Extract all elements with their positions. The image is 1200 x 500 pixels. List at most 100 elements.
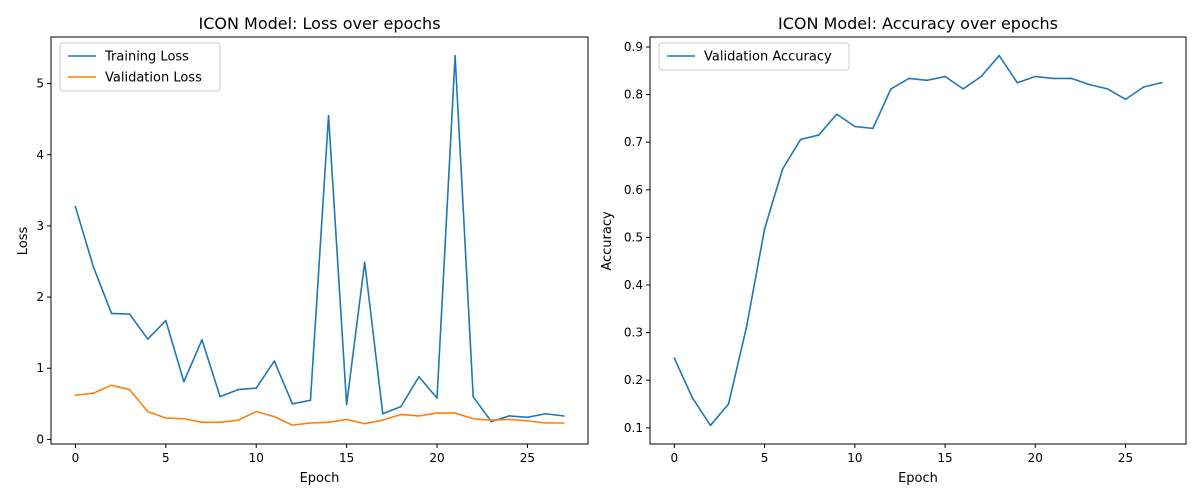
loss-chart-legend-label-validation-loss: Validation Loss [105,71,202,86]
accuracy-chart-y-tick-label: 0.9 [624,40,643,54]
accuracy-chart-series-validation-accuracy-point [962,88,964,90]
accuracy-chart-y-tick-label: 0.7 [624,135,643,149]
loss-chart-series-training-loss-point [92,266,95,268]
loss-chart-series-training-loss-point [201,338,203,341]
loss-chart-series-validation-loss-point [110,384,113,387]
accuracy-chart-series-validation-accuracy-point [709,424,712,427]
loss-chart-legend: Training Loss Validation Loss [59,42,221,92]
accuracy-chart-legend-box [658,42,850,71]
loss-chart-series-training-loss-point [544,412,547,415]
loss-chart-series-validation-loss-point [183,417,185,420]
loss-chart-series-training-loss-point [472,395,474,398]
loss-chart-series-training-loss-point [526,416,529,419]
loss-chart-series-validation-loss-point [92,392,95,394]
accuracy-chart-series-validation-accuracy-point [817,134,820,136]
accuracy-chart-series-validation-accuracy-point [1142,86,1145,88]
loss-chart-series-training-loss-point [436,397,438,399]
loss-chart-series-validation-loss-point [526,420,529,422]
loss-chart-y-tick-label: 3 [36,219,44,233]
accuracy-chart-axes-frame [649,36,1187,445]
loss-chart-series-training-loss-point [363,261,366,264]
accuracy-chart-series-validation-accuracy-point [1070,77,1073,80]
loss-chart-series-training-loss-point [219,395,221,398]
loss-chart-series-validation-loss-point [345,418,348,421]
loss-chart-series-validation-loss-point [74,394,77,397]
loss-chart-marks: 0 5 10 15 20 25 0 1 2 3 4 5 [36,36,589,465]
accuracy-chart-series-validation-accuracy-point [781,168,784,170]
accuracy-chart-series-validation-accuracy-line [673,54,1163,427]
accuracy-chart-series-validation-accuracy-point [854,125,856,128]
accuracy-chart-series-validation-accuracy-point [980,75,982,78]
accuracy-chart-series-validation-accuracy-point [1016,81,1019,84]
accuracy-chart-legend-label-validation-accuracy: Validation Accuracy [704,50,832,65]
loss-chart-series-validation-loss-point [562,422,565,424]
loss-chart-y-tick-label: 0 [36,432,44,446]
loss-chart-series-validation-loss-point [273,415,276,418]
loss-chart-series-training-loss-point [183,380,185,383]
accuracy-chart-series-validation-accuracy-point [673,357,676,360]
accuracy-chart-y-tick-label: 0.4 [624,278,643,292]
loss-chart-ylabel: Loss [16,227,31,256]
loss-chart-series-training-loss-point [128,313,131,315]
loss-chart-series-training-loss-point [327,114,330,117]
loss-chart-series-validation-loss-point [201,421,203,424]
loss-chart-series-training-loss-point [165,319,167,322]
accuracy-chart: ICON Model: Accuracy over epochs Epoch A… [600,14,1187,486]
loss-chart-series-validation-loss-point [327,421,330,424]
accuracy-chart-series-validation-accuracy-point [763,228,766,230]
loss-chart-series-training-loss-point [562,415,565,417]
accuracy-chart-x-tick-label: 0 [671,451,679,465]
loss-chart-series-training-loss-point [237,388,239,391]
loss-chart-y-tick-label: 5 [36,77,44,91]
accuracy-chart-series-validation-accuracy-point [998,54,1001,57]
loss-chart-x-tick-label: 20 [429,451,444,465]
loss-chart-axes-frame [50,36,589,445]
loss-chart-series-validation-loss-point [472,417,474,420]
loss-chart-legend-box [59,42,221,92]
accuracy-chart-series-validation-accuracy-point [1124,98,1127,101]
loss-chart-x-tick-label: 10 [249,451,264,465]
accuracy-chart-series-validation-accuracy-point [745,326,748,328]
loss-chart-series-training-loss-point [490,420,493,423]
accuracy-chart-y-tick-label: 0.6 [624,183,643,197]
loss-chart-series-training-loss-point [273,360,276,362]
loss-chart-series-validation-loss-point [454,412,456,414]
loss-chart-series-training-loss-point [418,375,420,378]
loss-chart-series-training-loss-point [291,402,294,405]
loss-chart-series-validation-loss-point [237,419,239,421]
accuracy-chart-series-validation-accuracy-point [1106,88,1109,90]
accuracy-chart-ylabel: Accuracy [600,211,615,271]
accuracy-chart-y-tick-label: 0.8 [624,88,643,102]
loss-chart-series-training-loss-point [110,312,113,315]
loss-chart-y-tick-label: 1 [36,361,44,375]
loss-chart-series-training-loss-point [454,55,456,57]
loss-chart-series-validation-loss-line [74,384,565,426]
loss-chart-series-training-loss-point [345,403,348,406]
loss-chart-series-training-loss-point [309,399,312,402]
loss-chart-series-validation-loss-point [436,412,438,414]
loss-chart-x-tick-label: 0 [72,451,80,465]
loss-chart-series-validation-loss-point [291,424,294,426]
loss-chart-series-validation-loss-point [255,410,258,413]
loss-chart-series-validation-loss-point [309,422,312,424]
accuracy-chart-y-tick-label: 0.5 [624,230,643,244]
accuracy-chart-series-validation-accuracy-point [872,127,874,130]
accuracy-chart-title: ICON Model: Accuracy over epochs [778,14,1058,33]
loss-chart-series-validation-loss-point [381,419,384,421]
accuracy-chart-series-validation-accuracy-point [691,397,694,399]
loss-chart-series-validation-loss-point [544,422,547,424]
accuracy-chart-series-validation-accuracy-point [944,75,946,78]
loss-chart-series-training-loss-point [400,405,402,408]
loss-chart-x-tick-label: 25 [520,451,535,465]
accuracy-chart-series-validation-accuracy-point [926,79,928,82]
accuracy-chart-xlabel: Epoch [898,471,938,486]
accuracy-chart-series-validation-accuracy-point [908,77,910,80]
accuracy-chart-series-validation-accuracy-point [1052,77,1055,80]
loss-chart-series-validation-loss-point [508,418,511,421]
loss-chart-x-tick-label: 5 [162,451,170,465]
accuracy-chart-series-validation-accuracy-point [727,403,730,405]
loss-chart-series-training-loss-point [146,338,149,340]
loss-chart-title: ICON Model: Loss over epochs [198,14,440,33]
loss-chart-series-validation-loss-point [146,410,149,413]
loss-chart-series-training-loss-point [255,387,258,389]
